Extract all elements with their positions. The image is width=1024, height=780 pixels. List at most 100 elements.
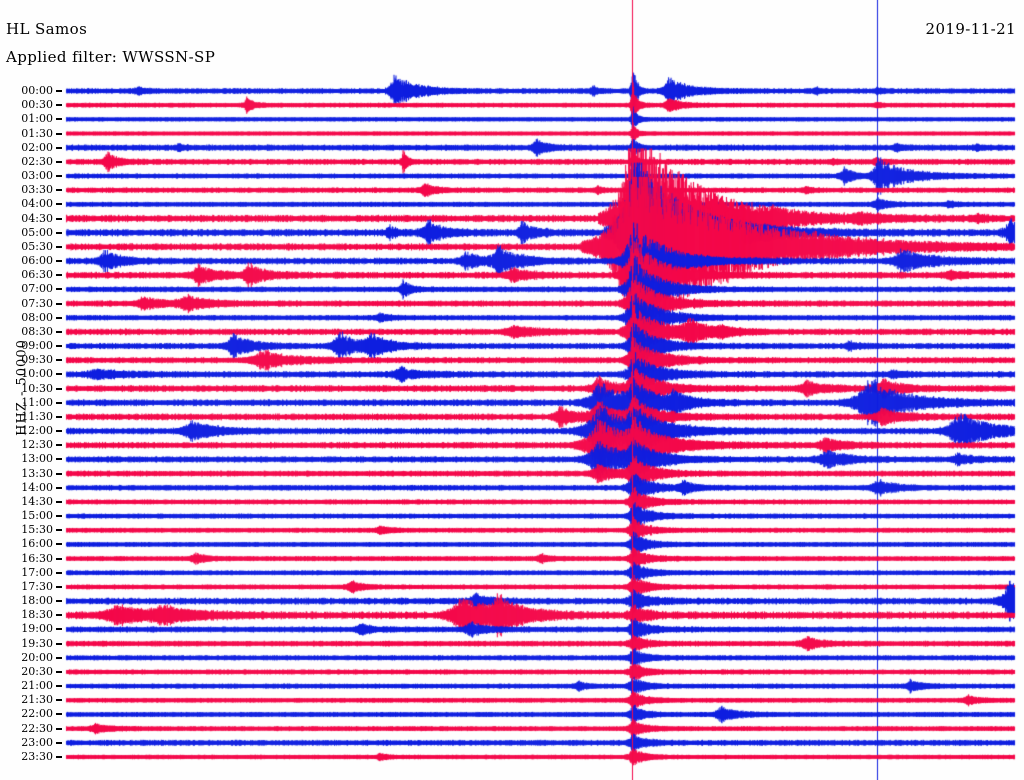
- time-label: 00:00: [21, 84, 53, 97]
- time-label: 21:30: [21, 693, 53, 707]
- time-label: 18:30: [21, 608, 53, 622]
- time-tick: [56, 387, 62, 390]
- time-tick: [56, 543, 62, 546]
- time-tick: [56, 118, 62, 121]
- time-label: 01:30: [21, 126, 53, 140]
- time-label: 19:30: [21, 636, 53, 650]
- time-axis: 00:00 00:30 01:00 01:30 02:00 02:30 03:00 03:30…: [0, 0, 66, 780]
- time-tick: [56, 90, 62, 92]
- time-tick: [56, 486, 62, 489]
- time-tick: [56, 345, 62, 348]
- time-tick: [56, 231, 62, 234]
- time-label: 03:00: [21, 169, 53, 183]
- time-tick: [56, 713, 62, 716]
- time-label: 08:00: [21, 310, 53, 324]
- time-tick: [56, 458, 62, 461]
- time-label: 09:00: [21, 339, 53, 353]
- time-label: 22:00: [21, 707, 53, 721]
- time-tick: [56, 741, 62, 744]
- time-label: 14:30: [21, 494, 53, 508]
- time-label: 12:30: [21, 438, 53, 452]
- time-tick: [56, 656, 62, 659]
- time-tick: [56, 415, 62, 418]
- time-tick: [56, 401, 62, 404]
- time-label: 17:30: [21, 579, 53, 593]
- time-tick: [56, 175, 62, 178]
- time-label: 00:30: [21, 98, 53, 112]
- time-label: 07:30: [21, 296, 53, 310]
- time-label: 01:00: [21, 112, 53, 126]
- time-label: 07:00: [21, 282, 53, 296]
- time-tick: [56, 614, 62, 617]
- time-label: 11:30: [21, 409, 53, 423]
- page-title: HL Samos: [6, 20, 88, 38]
- time-label: 15:30: [21, 523, 53, 537]
- time-label: 04:00: [21, 197, 53, 211]
- time-label: 08:30: [21, 324, 53, 338]
- time-tick: [56, 260, 62, 263]
- time-tick: [56, 755, 62, 758]
- time-tick: [56, 515, 62, 518]
- time-label: 05:00: [21, 225, 53, 239]
- time-tick: [56, 302, 62, 305]
- time-label: 06:00: [21, 254, 53, 268]
- time-tick: [56, 189, 62, 192]
- time-tick: [56, 727, 62, 730]
- time-label: 20:30: [21, 664, 53, 678]
- time-tick: [56, 670, 62, 673]
- time-label: 04:30: [21, 211, 53, 225]
- time-label: 02:30: [21, 154, 53, 168]
- time-tick: [56, 373, 62, 376]
- time-tick: [56, 288, 62, 291]
- time-tick: [56, 585, 62, 588]
- time-tick: [56, 472, 62, 475]
- time-label: 13:30: [21, 466, 53, 480]
- time-label: 12:00: [21, 424, 53, 438]
- time-tick: [56, 132, 62, 135]
- time-tick: [56, 699, 62, 702]
- time-tick: [56, 330, 62, 333]
- time-tick: [56, 217, 62, 220]
- time-tick: [56, 628, 62, 631]
- time-tick: [56, 160, 62, 163]
- time-tick: [56, 104, 62, 107]
- time-tick: [56, 685, 62, 688]
- time-label: 02:00: [21, 140, 53, 154]
- applied-filter-label: Applied filter: WWSSN-SP: [6, 48, 216, 66]
- time-tick: [56, 557, 62, 560]
- time-label: 13:00: [21, 452, 53, 466]
- time-tick: [56, 642, 62, 645]
- time-tick: [56, 359, 62, 362]
- time-tick: [56, 316, 62, 319]
- time-label: 22:30: [21, 721, 53, 735]
- time-tick: [56, 274, 62, 277]
- time-tick: [56, 245, 62, 248]
- time-label: 16:30: [21, 551, 53, 565]
- time-label: 16:00: [21, 537, 53, 551]
- time-label: 05:30: [21, 239, 53, 253]
- time-tick: [56, 571, 62, 574]
- time-label: 10:00: [21, 367, 53, 381]
- time-label: 10:30: [21, 381, 53, 395]
- time-tick: [56, 529, 62, 532]
- time-tick: [56, 430, 62, 433]
- time-label: 03:30: [21, 183, 53, 197]
- time-tick: [56, 444, 62, 447]
- time-label: 15:00: [21, 509, 53, 523]
- time-tick: [56, 600, 62, 603]
- time-label: 09:30: [21, 353, 53, 367]
- time-tick: [56, 146, 62, 149]
- time-label: 06:30: [21, 268, 53, 282]
- time-label: 23:30: [21, 749, 53, 763]
- time-label: 21:00: [21, 679, 53, 693]
- time-label: 23:00: [21, 735, 53, 749]
- date-label: 2019-11-21: [925, 20, 1016, 38]
- time-label: 19:00: [21, 622, 53, 636]
- time-label: 11:00: [21, 395, 53, 409]
- time-tick: [56, 203, 62, 206]
- time-label: 17:00: [21, 565, 53, 579]
- time-label: 18:00: [21, 594, 53, 608]
- time-label: 20:00: [21, 650, 53, 664]
